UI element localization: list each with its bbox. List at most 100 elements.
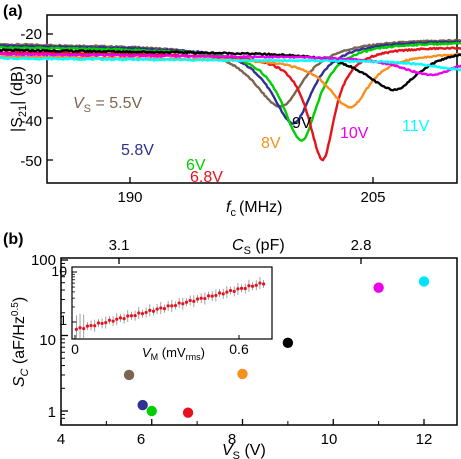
b-point: [146, 405, 157, 417]
inset-point: [129, 314, 134, 318]
inset-ytick-label: 1: [59, 312, 67, 328]
inset-tick-marks: [72, 271, 240, 339]
inset-point: [228, 288, 233, 293]
inset-point: [173, 303, 178, 308]
inset-point: [107, 318, 112, 322]
b-xtick-label: 6: [137, 431, 145, 448]
inset-point: [225, 290, 229, 294]
inset-point: [96, 321, 100, 325]
a-curve-5p5V: [0, 38, 461, 108]
panel-a-label: (a): [3, 3, 23, 20]
inset-point: [159, 306, 163, 310]
inset-point: [184, 300, 189, 304]
b-xtick-label: 8: [228, 431, 236, 448]
inset-point: [82, 326, 86, 331]
inset-point: [247, 284, 251, 288]
inset: 1 10 0 0.6 VM (mVrms): [51, 263, 273, 362]
a-curve-6V: [0, 41, 461, 142]
svg-text:SC (aF/Hz0.5): SC (aF/Hz0.5): [10, 297, 31, 387]
inset-point: [78, 326, 82, 330]
inset-point: [148, 308, 152, 312]
inset-point: [100, 321, 104, 326]
a-series-label: VS = 5.5V: [73, 95, 142, 115]
inset-point: [232, 289, 236, 293]
panel-b-x-axis-label: VS (V): [222, 442, 266, 459]
panel-a-y-ticks: -20 -30 -40 -50: [20, 26, 42, 170]
b-top-axis-label: CS (pF): [232, 237, 285, 257]
b-point: [418, 276, 430, 287]
b-xtick-label: 12: [416, 431, 433, 448]
inset-point: [203, 296, 207, 301]
inset-point: [217, 291, 222, 295]
inset-point: [181, 302, 185, 306]
inset-point: [89, 323, 93, 328]
a-ytick-label: -40: [20, 113, 42, 130]
b-point: [123, 369, 135, 381]
inset-point: [93, 324, 97, 328]
b-top-tick-label: 2.8: [351, 237, 372, 254]
inset-point: [262, 282, 266, 286]
inset-point: [192, 299, 196, 303]
panel-a-x-axis-label: fc (MHz): [226, 199, 283, 219]
inset-ytick-label: 10: [51, 263, 67, 279]
inset-point: [104, 320, 108, 325]
svg-text:VS (V): VS (V): [222, 442, 266, 459]
b-point: [137, 399, 148, 411]
inset-point: [236, 287, 240, 291]
inset-point: [250, 284, 255, 288]
b-point: [373, 282, 384, 293]
panel-a-tick-marks: [47, 33, 374, 183]
b-ytick-label: 1: [48, 404, 56, 421]
panel-b-x-ticks: 4 6 8 10 12: [57, 431, 433, 448]
inset-point: [111, 319, 115, 323]
panel-a-frame: [46, 14, 458, 184]
inset-point: [133, 314, 137, 318]
panel-a-x-ticks: 190 205: [117, 189, 385, 206]
b-xtick-label: 4: [57, 431, 65, 448]
inset-point: [115, 317, 119, 321]
b-ytick-label: 10: [39, 332, 56, 349]
inset-point: [74, 327, 78, 332]
inset-point: [118, 316, 123, 320]
inset-point: [162, 306, 167, 311]
inset-xtick-label: 0: [71, 341, 79, 357]
panel-b-label: (b): [3, 231, 23, 248]
b-point: [182, 407, 194, 418]
a-curve-5p8V: [0, 40, 461, 125]
a-xtick-label: 205: [360, 189, 385, 206]
a-xtick-label: 190: [117, 189, 142, 206]
inset-point: [214, 293, 218, 298]
inset-point: [188, 298, 192, 303]
inset-point: [258, 281, 262, 285]
a-ytick-label: -30: [20, 71, 42, 88]
inset-point: [254, 283, 258, 287]
inset-point: [122, 316, 126, 321]
inset-xtick-label: 0.6: [229, 341, 249, 357]
a-curve-11V: [0, 56, 461, 72]
a-series-label: 10V: [340, 125, 369, 142]
inset-point: [166, 304, 170, 308]
b-top-tick-label: 3.1: [109, 237, 130, 254]
inset-point: [151, 309, 156, 313]
a-ytick-label: -50: [20, 153, 42, 170]
a-series-label: 9V: [292, 115, 312, 132]
panel-b-frame: [60, 257, 458, 426]
inset-point: [239, 286, 244, 290]
a-series-label: 6V: [186, 157, 206, 174]
panel-b-points: [123, 276, 430, 418]
inset-point: [144, 310, 148, 315]
inset-point: [210, 294, 214, 298]
inset-points: [74, 277, 266, 338]
inset-point: [137, 311, 141, 315]
a-curve-10V: [0, 52, 461, 77]
a-ytick-label: -20: [20, 26, 42, 43]
inset-x-axis-label: VM (mVrms): [142, 345, 205, 362]
b-xtick-label: 10: [321, 431, 338, 448]
inset-point: [155, 307, 159, 311]
panel-b-tick-marks: [60, 258, 425, 425]
inset-point: [170, 304, 174, 308]
panel-b-y-ticks: 1 10 100: [31, 252, 56, 421]
inset-point: [140, 311, 145, 316]
panel-b-y-axis-label: SC (aF/Hz0.5): [10, 297, 31, 387]
